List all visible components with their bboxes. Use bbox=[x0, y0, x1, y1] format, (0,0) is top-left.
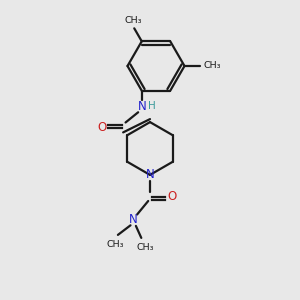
Text: O: O bbox=[97, 122, 106, 134]
Text: N: N bbox=[129, 213, 138, 226]
Text: CH₃: CH₃ bbox=[124, 16, 142, 25]
Text: O: O bbox=[167, 190, 176, 203]
Text: N: N bbox=[146, 168, 154, 182]
Text: H: H bbox=[148, 101, 156, 111]
Text: CH₃: CH₃ bbox=[137, 243, 154, 252]
Text: CH₃: CH₃ bbox=[203, 61, 221, 70]
Text: N: N bbox=[137, 100, 146, 113]
Text: CH₃: CH₃ bbox=[106, 240, 124, 249]
